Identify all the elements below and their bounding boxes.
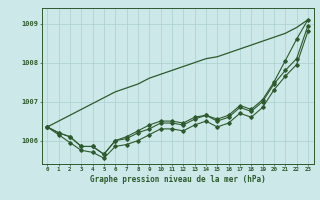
X-axis label: Graphe pression niveau de la mer (hPa): Graphe pression niveau de la mer (hPa) — [90, 175, 266, 184]
